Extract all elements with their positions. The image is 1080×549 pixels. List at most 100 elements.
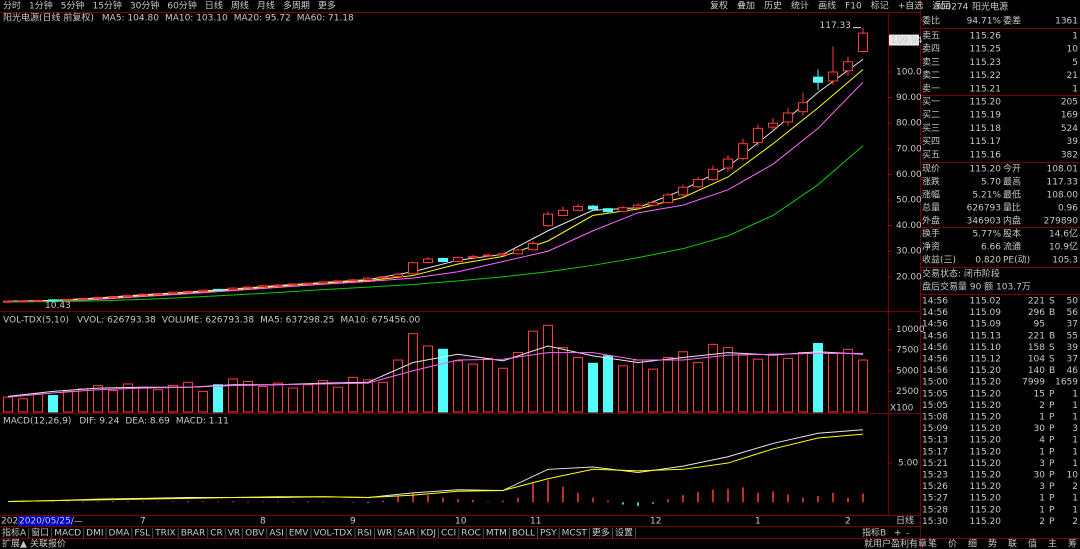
timeframe-tab[interactable]: 多周期 <box>283 0 310 12</box>
toolbar-button[interactable]: 统计 <box>791 0 809 12</box>
volume-bar <box>708 343 718 413</box>
tick-price: 115.20 <box>970 436 1002 446</box>
timeframe-tab[interactable]: 周线 <box>231 0 249 12</box>
order-volume: 5 <box>1072 58 1078 68</box>
panel-tab[interactable]: 值 <box>1028 538 1037 549</box>
tick-flag: S <box>1049 355 1055 365</box>
indicator-right-button[interactable]: - <box>906 529 909 539</box>
volume-bar <box>318 380 328 413</box>
panel-tab[interactable]: 笔 <box>928 538 937 549</box>
toolbar-button[interactable]: +自选 <box>898 0 924 12</box>
indicator-tab[interactable]: EMV <box>289 529 309 539</box>
timeframe-tab[interactable]: 日线 <box>205 0 223 12</box>
timeframe-tab[interactable]: 更多 <box>318 0 336 12</box>
toolbar-button[interactable]: 返回 <box>932 0 950 12</box>
indicator-right-button[interactable]: 指标B <box>862 527 886 539</box>
volume-bar <box>858 359 868 413</box>
toolbar-button[interactable]: F10 <box>845 2 862 12</box>
date-label: 7 <box>140 517 146 527</box>
timeframe-tab[interactable]: 1分钟 <box>29 0 53 12</box>
indicator-tab[interactable]: VOL-TDX <box>313 529 352 539</box>
tick-time: 14:56 <box>922 308 948 318</box>
quote-value: 117.33 <box>1047 178 1079 188</box>
tick-time: 14:56 <box>922 320 948 330</box>
indicator-tab[interactable]: CCI <box>441 529 456 539</box>
panel-tab[interactable]: 筹 <box>1068 538 1077 549</box>
indicator-tab[interactable]: CR <box>210 529 223 539</box>
dif-line <box>7 429 864 502</box>
tick-count: 39 <box>1067 343 1079 353</box>
panel-tab[interactable]: 联 <box>1008 539 1017 549</box>
panel-tab[interactable]: 细 <box>968 538 977 549</box>
timeframe-tab[interactable]: 60分钟 <box>167 0 196 12</box>
indicator-tab[interactable]: MACD <box>54 529 81 539</box>
panel-tab[interactable]: 势 <box>988 538 997 549</box>
volume-bar <box>393 359 403 413</box>
order-volume: 1 <box>1072 32 1078 42</box>
order-price: 115.21 <box>970 84 1002 94</box>
tick-flag: S <box>1049 343 1055 353</box>
tick-volume: 3 <box>1039 459 1045 469</box>
indicator-tab[interactable]: BRAR <box>181 529 205 539</box>
tick-time: 14:56 <box>922 343 948 353</box>
timeframe-tab[interactable]: 5分钟 <box>61 0 85 12</box>
order-level: 买一 <box>922 97 940 108</box>
indicator-tab[interactable]: FSL <box>134 529 150 539</box>
tick-volume: 158 <box>1028 343 1045 353</box>
volume-bar <box>168 385 178 413</box>
indicator-tab[interactable]: 更多 <box>592 527 610 539</box>
indicator-tab[interactable]: ASI <box>269 529 284 539</box>
tick-flag: P <box>1049 482 1055 492</box>
indicator-tab[interactable]: DMI <box>86 529 103 539</box>
timeframe-tab[interactable]: 月线 <box>257 0 275 12</box>
tick-time: 14:56 <box>922 355 948 365</box>
timeframe-tab[interactable]: 15分钟 <box>92 0 121 12</box>
volume-legend: VOLUME: 626793.38 <box>162 316 255 326</box>
y-tick-label: 100.0 <box>896 68 922 78</box>
indicator-tab[interactable]: TRIX <box>154 529 176 539</box>
toolbar-button[interactable]: 标记 <box>871 0 889 12</box>
indicator-tab[interactable]: WR <box>377 529 392 539</box>
stock-name: 阳光电源 <box>972 1 1008 13</box>
indicator-tab[interactable]: 指标A <box>2 527 27 539</box>
indicator-tab[interactable]: DMA <box>109 529 131 539</box>
y-tick-label: 80.00 <box>896 119 922 129</box>
tick-price: 115.20 <box>970 447 1002 457</box>
toolbar-button[interactable]: 画线 <box>818 0 836 12</box>
tick-volume: 95 <box>1034 320 1045 330</box>
order-level: 卖四 <box>922 44 940 55</box>
tick-volume: 15 <box>1034 389 1045 399</box>
volume-bar <box>243 380 253 413</box>
footer-button[interactable]: 扩展▲ <box>2 538 27 549</box>
indicator-right-button[interactable]: + <box>894 529 902 539</box>
indicator-tab[interactable]: BOLL <box>512 529 535 539</box>
indicator-tab[interactable]: KDJ <box>420 529 436 539</box>
tick-price: 115.20 <box>970 482 1002 492</box>
candle-body <box>228 287 238 291</box>
indicator-tab[interactable]: RSI <box>357 529 372 539</box>
indicator-tab[interactable]: MTM <box>486 529 507 539</box>
volume-bar <box>573 357 583 413</box>
volume-bar <box>63 390 73 413</box>
toolbar-button[interactable]: 叠加 <box>737 1 755 12</box>
indicator-tab[interactable]: VR <box>228 529 240 539</box>
timeframe-tab[interactable]: 分时 <box>3 0 21 12</box>
indicator-tab[interactable]: MCST <box>562 529 588 539</box>
toolbar-button[interactable]: 复权 <box>710 0 728 12</box>
volume-bar <box>753 358 763 413</box>
panel-tab[interactable]: 价 <box>948 539 957 549</box>
indicator-tab[interactable]: ROC <box>461 529 481 539</box>
footer-button[interactable]: 关联报价 <box>30 538 66 549</box>
candle-body <box>648 202 658 206</box>
indicator-tab[interactable]: PSY <box>540 529 557 539</box>
timeframe-tab[interactable]: 30分钟 <box>130 0 159 12</box>
indicator-tab[interactable]: SAR <box>397 529 415 539</box>
toolbar-button[interactable]: 历史 <box>764 0 782 12</box>
volume-bar <box>78 388 88 413</box>
ma-line <box>7 145 864 303</box>
tick-price: 115.20 <box>970 424 1002 434</box>
panel-tab[interactable]: 主 <box>1048 538 1057 549</box>
indicator-tab[interactable]: 设置 <box>615 528 633 539</box>
indicator-tab[interactable]: 窗口 <box>31 527 49 539</box>
indicator-tab[interactable]: OBV <box>245 529 265 539</box>
